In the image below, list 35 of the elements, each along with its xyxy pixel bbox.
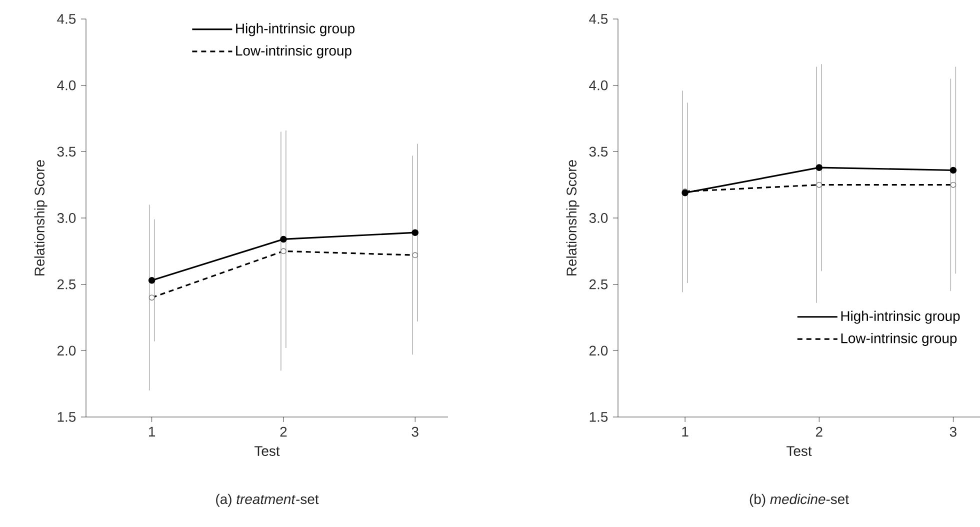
y-tick-label: 3.0: [589, 213, 608, 223]
y-tick-label: 4.0: [589, 80, 608, 90]
y-tick-label: 3.5: [589, 146, 608, 157]
y-tick-label: 4.5: [589, 14, 608, 24]
legend-label: High-intrinsic group: [841, 310, 960, 324]
y-tick-label: 2.0: [589, 346, 608, 356]
y-axis-title: Relationship Score: [566, 160, 580, 276]
y-tick-label: 3.0: [57, 213, 76, 223]
y-tick-label: 2.5: [589, 279, 608, 290]
x-tick-label: 3: [950, 426, 956, 437]
point: [280, 236, 287, 243]
y-tick-label: 4.0: [57, 80, 76, 90]
legend-label: Low-intrinsic group: [841, 332, 957, 346]
y-axis-title: Relationship Score: [34, 160, 48, 276]
x-axis-title: Test: [786, 446, 812, 456]
text: (a) treatment-set: [216, 494, 319, 507]
point: [950, 166, 957, 174]
point: [412, 229, 418, 236]
x-tick-label: 1: [149, 426, 156, 436]
x-axis-title: Test: [254, 446, 280, 456]
x-tick-label: 2: [816, 426, 822, 437]
y-tick-label: 3.5: [57, 146, 76, 157]
y-tick-label: 2.0: [57, 346, 76, 356]
y-tick-label: 1.5: [590, 412, 608, 422]
x-tick-label: 1: [682, 426, 688, 436]
point: [148, 276, 156, 284]
x-tick-label: 2: [280, 426, 287, 437]
y-tick-label: 2.5: [57, 279, 76, 290]
y-tick-label: 4.5: [57, 14, 76, 24]
legend-label: High-intrinsic group: [236, 23, 354, 36]
y-tick-label: 1.5: [58, 412, 76, 422]
point: [816, 164, 823, 171]
text: (b) medicine-set: [750, 494, 849, 507]
legend-label: Low-intrinsic group: [236, 45, 352, 58]
x-tick-label: 3: [412, 426, 418, 437]
